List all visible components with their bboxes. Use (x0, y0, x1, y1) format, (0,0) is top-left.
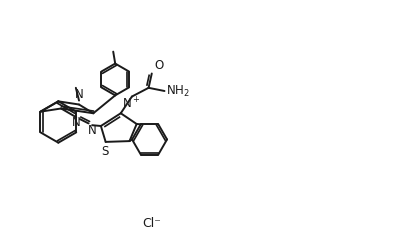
Text: S: S (102, 145, 109, 158)
Text: Cl⁻: Cl⁻ (142, 217, 161, 230)
Text: N: N (88, 124, 97, 137)
Text: N$^+$: N$^+$ (122, 96, 140, 112)
Text: NH$_2$: NH$_2$ (166, 83, 190, 98)
Text: N: N (75, 88, 83, 100)
Text: N: N (72, 117, 81, 129)
Text: O: O (154, 59, 164, 72)
